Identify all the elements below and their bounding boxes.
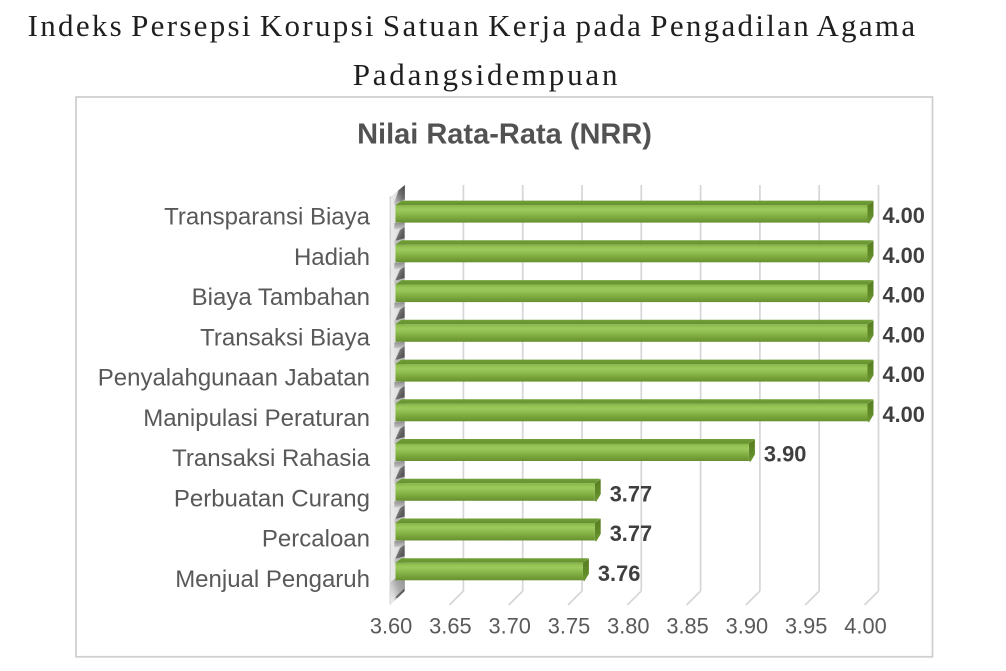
svg-text:3.95: 3.95	[785, 614, 827, 639]
svg-text:Biaya Tambahan: Biaya Tambahan	[192, 284, 370, 311]
svg-text:4.00: 4.00	[844, 614, 886, 639]
svg-text:3.65: 3.65	[429, 614, 471, 639]
svg-text:3.75: 3.75	[548, 614, 590, 639]
svg-text:Indeks Persepsi Korupsi Satuan: Indeks Persepsi Korupsi Satuan Kerja pad…	[28, 8, 918, 43]
svg-text:3.77: 3.77	[610, 481, 652, 506]
svg-text:3.76: 3.76	[598, 561, 640, 586]
svg-text:Nilai Rata-Rata (NRR): Nilai Rata-Rata (NRR)	[357, 119, 652, 151]
svg-text:3.80: 3.80	[607, 614, 649, 639]
svg-text:3.70: 3.70	[488, 614, 530, 639]
svg-text:3.90: 3.90	[764, 442, 806, 467]
svg-text:Percaloan: Percaloan	[262, 526, 370, 553]
svg-text:4.00: 4.00	[883, 322, 925, 347]
svg-text:Padangsidempuan: Padangsidempuan	[353, 57, 621, 92]
svg-text:Penyalahgunaan Jabatan: Penyalahgunaan Jabatan	[98, 365, 370, 392]
svg-text:4.00: 4.00	[883, 283, 925, 308]
svg-text:4.00: 4.00	[883, 402, 925, 427]
svg-text:Manipulasi Peraturan: Manipulasi Peraturan	[143, 405, 370, 432]
svg-text:4.00: 4.00	[883, 243, 925, 268]
svg-text:Hadiah: Hadiah	[294, 244, 370, 271]
svg-text:3.85: 3.85	[666, 614, 708, 639]
svg-text:Menjual Pengaruh: Menjual Pengaruh	[175, 566, 370, 593]
svg-text:Transparansi Biaya: Transparansi Biaya	[164, 204, 371, 231]
svg-text:Transaksi Biaya: Transaksi Biaya	[200, 324, 370, 351]
svg-text:Transaksi Rahasia: Transaksi Rahasia	[172, 445, 371, 472]
svg-text:4.00: 4.00	[883, 362, 925, 387]
svg-text:3.90: 3.90	[726, 614, 768, 639]
svg-text:Perbuatan Curang: Perbuatan Curang	[174, 486, 370, 513]
svg-text:3.77: 3.77	[610, 521, 652, 546]
svg-text:3.60: 3.60	[370, 614, 412, 639]
svg-text:4.00: 4.00	[883, 203, 925, 228]
